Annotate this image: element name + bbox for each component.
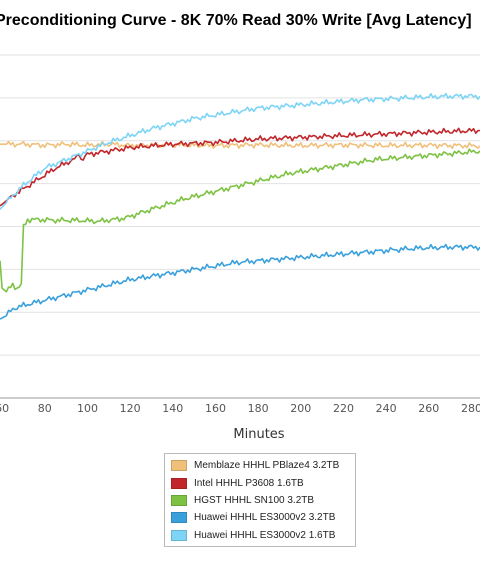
legend-swatch xyxy=(171,529,187,541)
legend-item: Huawei HHHL ES3000v2 3.2TB xyxy=(171,509,355,526)
x-tick-label: 160 xyxy=(205,402,226,415)
x-tick-label: 100 xyxy=(77,402,98,415)
legend: Memblaze HHHL PBlaze4 3.2TB Intel HHHL P… xyxy=(164,453,356,547)
x-tick-label: 240 xyxy=(376,402,397,415)
legend-item: Huawei HHHL ES3000v2 1.6TB xyxy=(171,527,355,544)
series-lines xyxy=(0,92,480,320)
series-line xyxy=(0,92,480,210)
legend-item: Memblaze HHHL PBlaze4 3.2TB xyxy=(171,457,355,474)
legend-swatch xyxy=(171,512,187,524)
x-tick-labels: 60 80 100 120 140 160 180 200 220 240 260 280 xyxy=(0,402,480,415)
grid-lines xyxy=(0,54,480,399)
legend-label: Huawei HHHL ES3000v2 1.6TB xyxy=(194,529,336,541)
series-line xyxy=(0,243,480,320)
x-tick-label: 220 xyxy=(333,402,354,415)
legend-label: Intel HHHL P3608 1.6TB xyxy=(194,477,304,489)
x-tick-label: 60 xyxy=(0,402,9,415)
legend-label: HGST HHHL SN100 3.2TB xyxy=(194,494,315,506)
legend-label: Huawei HHHL ES3000v2 3.2TB xyxy=(194,512,336,524)
x-tick-label: 260 xyxy=(418,402,439,415)
legend-item: HGST HHHL SN100 3.2TB xyxy=(171,492,355,509)
series-line xyxy=(0,127,480,207)
x-tick-label: 180 xyxy=(248,402,269,415)
x-axis-label: Minutes xyxy=(233,427,285,442)
x-tick-label: 140 xyxy=(162,402,183,415)
x-tick-label: 280 xyxy=(461,402,480,415)
legend-item: Intel HHHL P3608 1.6TB xyxy=(171,474,355,491)
x-tick-label: 80 xyxy=(38,402,52,415)
chart-title: Preconditioning Curve - 8K 70% Read 30% … xyxy=(0,12,472,29)
x-tick-label: 200 xyxy=(290,402,311,415)
legend-swatch xyxy=(171,460,187,472)
x-tick-label: 120 xyxy=(120,402,141,415)
series-line xyxy=(0,140,480,150)
legend-swatch xyxy=(171,477,187,489)
legend-swatch xyxy=(171,494,187,506)
legend-label: Memblaze HHHL PBlaze4 3.2TB xyxy=(194,460,340,472)
series-line xyxy=(0,148,480,293)
